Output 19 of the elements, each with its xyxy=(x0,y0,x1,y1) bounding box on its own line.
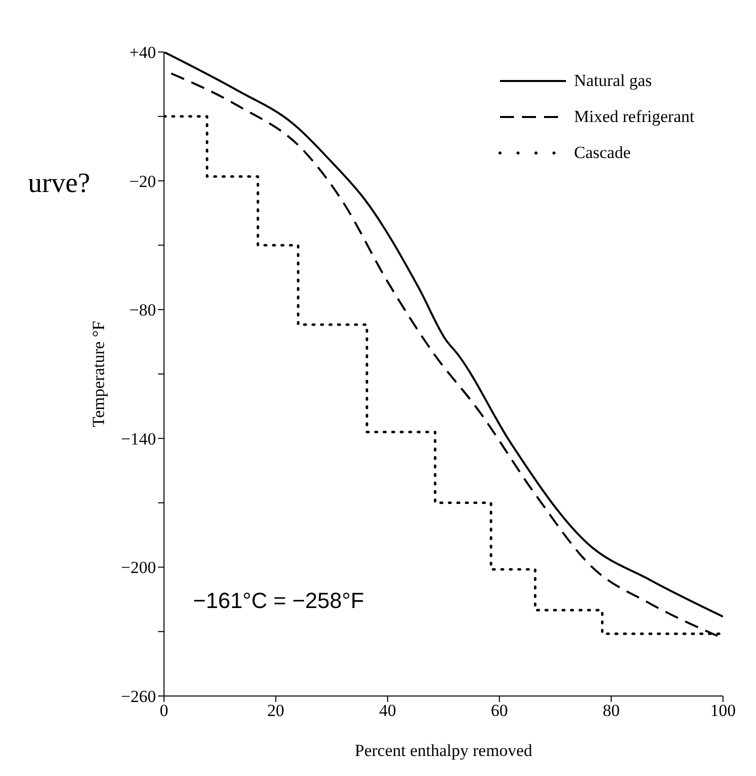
y-axis-title: Temperature °F xyxy=(89,320,108,428)
x-tick-label: 60 xyxy=(490,701,508,720)
y-tick-label: −20 xyxy=(129,172,156,191)
annotation: −161°C = −258°F xyxy=(193,588,364,614)
x-axis-title: Percent enthalpy removed xyxy=(354,741,533,760)
x-tick-label: 80 xyxy=(602,701,620,720)
y-tick-label: −140 xyxy=(120,429,156,448)
x-tick-label: 20 xyxy=(267,701,284,720)
y-tick-label: +40 xyxy=(129,43,156,62)
text: urve? xyxy=(28,168,90,200)
y-tick-label: −80 xyxy=(129,300,156,320)
y-tick-label: −200 xyxy=(120,558,156,578)
x-tick-label: 0 xyxy=(160,701,168,720)
legend-label: Natural gas xyxy=(574,71,652,91)
x-tick-label: 100 xyxy=(710,701,736,720)
legend-label: Mixed refrigerant xyxy=(574,107,694,127)
y-tick-label: −260 xyxy=(120,687,156,706)
x-tick-label: 40 xyxy=(379,701,396,720)
legend-label: Cascade xyxy=(574,143,631,163)
